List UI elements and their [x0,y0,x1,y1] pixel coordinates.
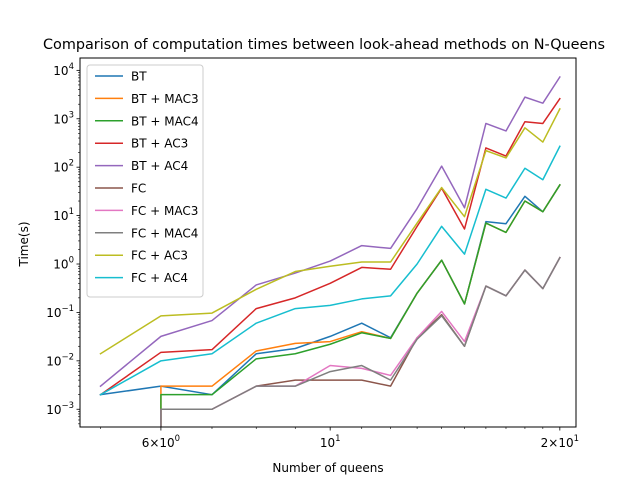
legend-label-0: BT [131,70,147,84]
legend-label-6: FC + MAC3 [131,204,198,218]
legend-label-1: BT + MAC3 [131,92,199,106]
legend: BT BT + MAC3 BT + MAC4 BT + AC3 BT + AC4 FC FC… [86,64,204,298]
legend-label-4: BT + AC4 [131,159,188,173]
x-tick-label-1: 101 [320,434,341,450]
x-tick-label-0: 6×100 [142,434,180,450]
legend-label-2: BT + MAC4 [131,114,199,128]
y-tick-label-2: 10−1 [46,304,74,320]
legend-box [86,64,204,298]
legend-label-7: FC + MAC4 [131,226,198,240]
series-line-8 [99,107,561,355]
x-tick-label-2: 2×101 [541,434,579,450]
series-line-9 [99,145,561,396]
y-tick-label-1: 10−2 [46,352,74,368]
y-tick-label-0: 10−3 [46,401,74,417]
x-axis-label: Number of queens [272,461,383,475]
y-tick-label-5: 102 [53,159,74,175]
legend-label-5: FC [131,182,146,196]
series-line-2 [160,183,561,427]
y-tick-label-6: 103 [53,110,74,126]
y-tick-label-7: 104 [53,62,74,78]
plot-area [99,75,561,427]
axes-frame [79,57,577,428]
x-axis-ticks: 6×100 101 2×101 [100,427,579,450]
chart-title: Comparison of computation times between … [43,37,605,53]
series-line-3 [99,97,561,396]
legend-label-8: FC + AC3 [131,249,188,263]
series-line-7 [160,256,561,427]
series-line-4 [99,75,561,388]
legend-label-3: BT + AC3 [131,137,188,151]
y-tick-label-3: 100 [53,256,74,272]
legend-label-9: FC + AC4 [131,271,188,285]
y-axis-label: Time(s) [17,222,31,268]
y-axis-ticks: 10−3 10−2 10−1 100 101 102 103 104 [46,62,80,425]
y-tick-label-4: 101 [53,207,74,223]
